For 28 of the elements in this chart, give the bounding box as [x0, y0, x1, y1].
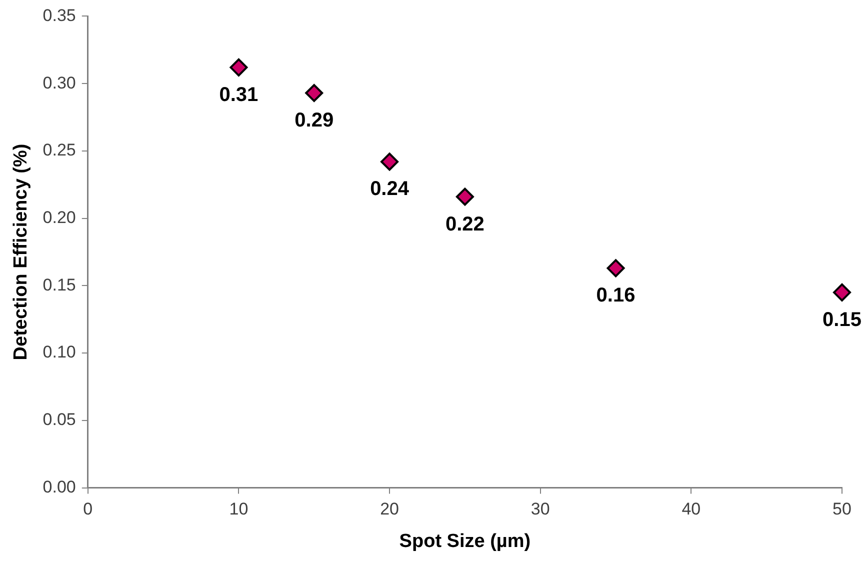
point: [305, 84, 324, 102]
point: [833, 283, 851, 302]
y-tick-label: 0.10: [42, 342, 76, 362]
x-tick-label: 20: [380, 500, 399, 519]
y-tick-label: 0.30: [42, 73, 76, 92]
point: [380, 152, 399, 171]
x-tick-label: 30: [530, 500, 550, 519]
y-tick-label: 0.25: [42, 140, 76, 160]
data-label: 0.16: [596, 284, 636, 307]
data-label: 0.22: [445, 213, 484, 236]
x-tick-label: 40: [682, 500, 701, 519]
y-tick-label: 0.05: [42, 410, 76, 430]
data-label: 0.24: [370, 178, 410, 200]
y-tick-label: 0.00: [42, 477, 76, 496]
data-label: 0.29: [294, 110, 334, 132]
data-label: 0.31: [219, 84, 258, 106]
point: [230, 58, 248, 76]
x-axis-title: Spot Size (µm): [399, 530, 531, 552]
x-tick-label: 50: [832, 500, 852, 519]
y-tick-label: 0.35: [42, 6, 76, 25]
x-tick-label: 0: [83, 500, 93, 519]
y-tick-label: 0.15: [42, 275, 76, 294]
point: [606, 259, 625, 278]
y-axis-title: Detection Efficiency (%): [10, 144, 32, 360]
data-label: 0.15: [822, 308, 862, 331]
point: [456, 188, 474, 206]
x-tick-label: 10: [229, 500, 248, 519]
y-tick-label: 0.20: [42, 208, 76, 227]
